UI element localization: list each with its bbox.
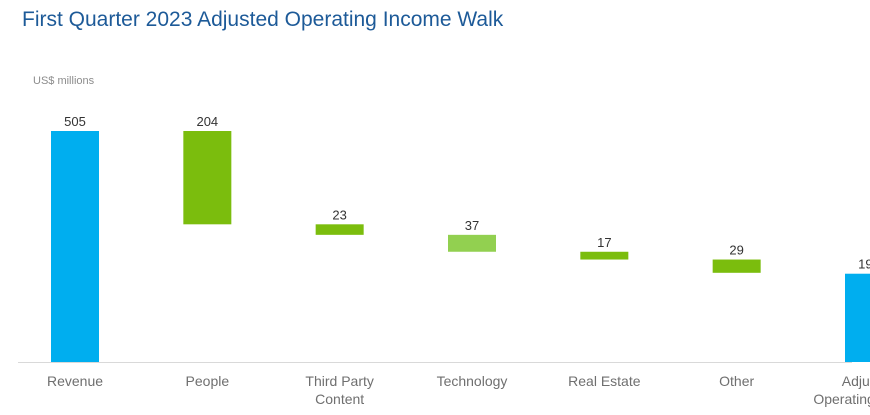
- category-label: Adjusted: [842, 373, 870, 389]
- category-label: Technology: [437, 373, 508, 389]
- bar-revenue: [51, 131, 99, 362]
- category-label: Operating Income: [813, 391, 870, 407]
- category-label: People: [186, 373, 230, 389]
- category-label: Real Estate: [568, 373, 641, 389]
- category-label: Revenue: [47, 373, 103, 389]
- category-label: Content: [315, 391, 364, 407]
- category-label: Third Party: [305, 373, 373, 389]
- category-label: Other: [719, 373, 754, 389]
- value-label: 37: [465, 218, 479, 233]
- value-label: 204: [196, 114, 218, 129]
- bar-third-party-content: [315, 224, 364, 235]
- value-label: 505: [64, 114, 86, 129]
- bar-people: [183, 131, 232, 225]
- value-label: 29: [729, 243, 743, 258]
- unit-label: US$ millions: [33, 75, 95, 87]
- value-label: 23: [332, 207, 346, 222]
- bar-technology: [448, 234, 496, 252]
- value-label: 193: [858, 257, 870, 272]
- value-label: 17: [597, 235, 611, 250]
- bar-real-estate: [580, 251, 629, 260]
- bar-adjusted-operating-income: [845, 273, 870, 362]
- bar-other: [712, 259, 761, 273]
- chart-title: First Quarter 2023 Adjusted Operating In…: [22, 8, 504, 31]
